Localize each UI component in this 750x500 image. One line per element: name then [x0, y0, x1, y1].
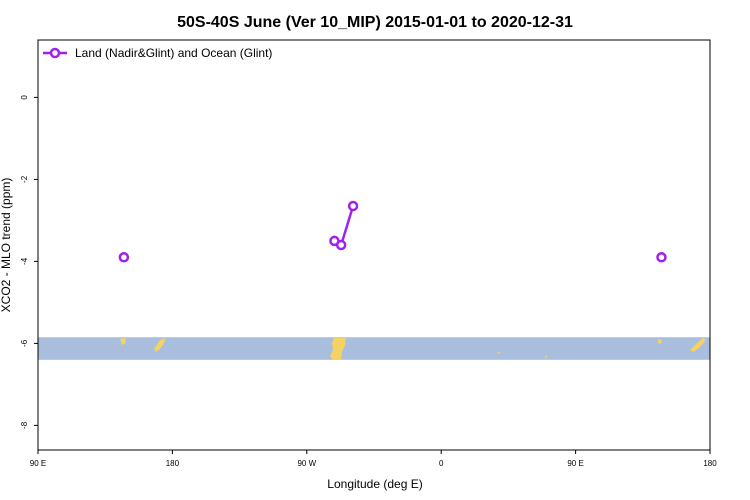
ocean-band	[38, 337, 710, 360]
legend-marker-swatch	[49, 47, 61, 59]
land-patch	[154, 338, 166, 352]
y-tick-label: -4	[20, 257, 29, 265]
x-tick-label: 0	[439, 459, 444, 468]
x-tick-label: 180	[166, 459, 180, 468]
series-layer	[118, 200, 667, 263]
x-tick-label: 90 E	[30, 459, 46, 468]
land-patch	[690, 338, 706, 352]
land-patch	[545, 356, 547, 358]
y-axis-label: XCO2 - MLO trend (ppm)	[0, 178, 13, 313]
plot-frame	[37, 39, 711, 451]
y-tick-label: 0	[20, 95, 29, 100]
x-tick-label: 90 E	[567, 459, 583, 468]
y-tick-label: -8	[20, 421, 29, 429]
y-tick-label: -2	[20, 175, 29, 183]
data-point	[335, 239, 347, 251]
land-patch	[658, 339, 662, 344]
latitude-band-map	[38, 337, 710, 360]
x-axis-label: Longitude (deg E)	[327, 477, 422, 491]
data-point	[347, 200, 359, 212]
land-patch	[330, 338, 346, 360]
legend-entry-label: Land (Nadir&Glint) and Ocean (Glint)	[75, 46, 272, 60]
x-tick-label: 90 W	[297, 459, 316, 468]
data-point	[118, 252, 130, 263]
land-patch	[498, 352, 500, 354]
data-point	[656, 252, 667, 263]
x-axis: 90 E 180 90 W 0 90 E 180	[30, 450, 717, 468]
y-axis: 0 -2 -4 -6 -8	[20, 95, 38, 429]
land-patch	[120, 338, 126, 345]
y-tick-label: -6	[20, 339, 29, 347]
chart-title: 50S-40S June (Ver 10_MIP) 2015-01-01 to …	[177, 14, 573, 31]
x-tick-label: 180	[703, 459, 717, 468]
legend: Land (Nadir&Glint) and Ocean (Glint)	[43, 46, 272, 60]
